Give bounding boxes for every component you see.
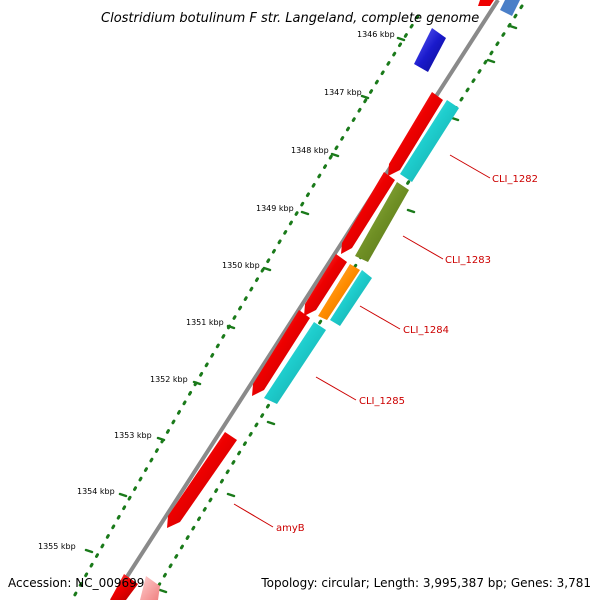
tick-mark (226, 492, 236, 498)
gene-label-cli-1284[interactable]: CLI_1284 (403, 325, 449, 336)
gene-label-cli-1283[interactable]: CLI_1283 (445, 255, 491, 266)
tick-mark (192, 380, 202, 386)
tick-mark (450, 116, 460, 122)
cds-cli-1282[interactable] (400, 100, 459, 182)
cds-cyan-right-of-1284[interactable] (330, 270, 372, 326)
cds-red-amyb[interactable] (167, 432, 237, 528)
leader-cli-1285 (315, 376, 357, 401)
tick-label: 1354 kbp (77, 487, 115, 496)
label-leaders (233, 154, 491, 528)
cds-red-4[interactable] (252, 310, 310, 396)
gene-label-cli-1285[interactable]: CLI_1285 (359, 396, 405, 407)
cds-cli-1285[interactable] (264, 322, 326, 404)
tick-label: 1352 kbp (150, 375, 188, 384)
cds-red-3[interactable] (304, 254, 347, 316)
cds-topright-blue[interactable] (500, 0, 520, 16)
cds-red-2[interactable] (341, 172, 395, 254)
cds-red-1[interactable] (388, 92, 443, 176)
tick-mark (226, 324, 236, 330)
tick-mark (156, 436, 166, 442)
tick-mark (406, 208, 416, 214)
tick-ring-outer (70, 14, 420, 600)
tick-label: 1349 kbp (256, 204, 294, 213)
tick-label: 1347 kbp (324, 88, 362, 97)
cds-features (110, 0, 520, 600)
tick-label: 1353 kbp (114, 431, 152, 440)
tick-label: 1350 kbp (222, 261, 260, 270)
leader-cli-1283 (402, 235, 444, 260)
tick-mark (84, 548, 94, 554)
cds-cli-1283[interactable] (355, 182, 409, 262)
tick-label: 1355 kbp (38, 542, 76, 551)
cds-blue[interactable] (414, 28, 446, 72)
leader-amyb (233, 503, 274, 528)
map-title: Clostridium botulinum F str. Langeland, … (101, 11, 479, 26)
tick-mark (158, 588, 168, 594)
leader-cli-1282 (449, 154, 491, 179)
tick-mark (486, 58, 496, 64)
leader-cli-1284 (359, 305, 401, 330)
tick-mark (396, 36, 406, 42)
tick-mark (360, 94, 370, 100)
cds-pink-bottom[interactable] (140, 576, 160, 600)
gene-label-cli-1282[interactable]: CLI_1282 (492, 174, 538, 185)
cds-topright-red[interactable] (478, 0, 494, 6)
tick-label: 1351 kbp (186, 318, 224, 327)
tick-mark (262, 266, 272, 272)
tick-label: 1348 kbp (291, 146, 329, 155)
accession-text: Accession: NC_009699 (8, 576, 144, 590)
tick-mark (300, 210, 310, 216)
genome-backbone (110, 0, 500, 600)
cds-cli-1284[interactable] (318, 264, 360, 320)
tick-labels: 1346 kbp 1347 kbp 1348 kbp 1349 kbp 1350… (38, 30, 395, 551)
tick-mark (330, 152, 340, 158)
tick-marks (84, 24, 518, 594)
tick-mark (118, 492, 128, 498)
gene-label-amyb[interactable]: amyB (276, 523, 305, 534)
topology-text: Topology: circular; Length: 3,995,387 bp… (260, 576, 591, 590)
cds-red-bottom[interactable] (110, 574, 138, 600)
tick-label: 1346 kbp (357, 30, 395, 39)
tick-mark (508, 24, 518, 30)
tick-mark (266, 420, 276, 426)
gene-labels: CLI_1282 CLI_1283 CLI_1284 CLI_1285 amyB (276, 174, 538, 534)
